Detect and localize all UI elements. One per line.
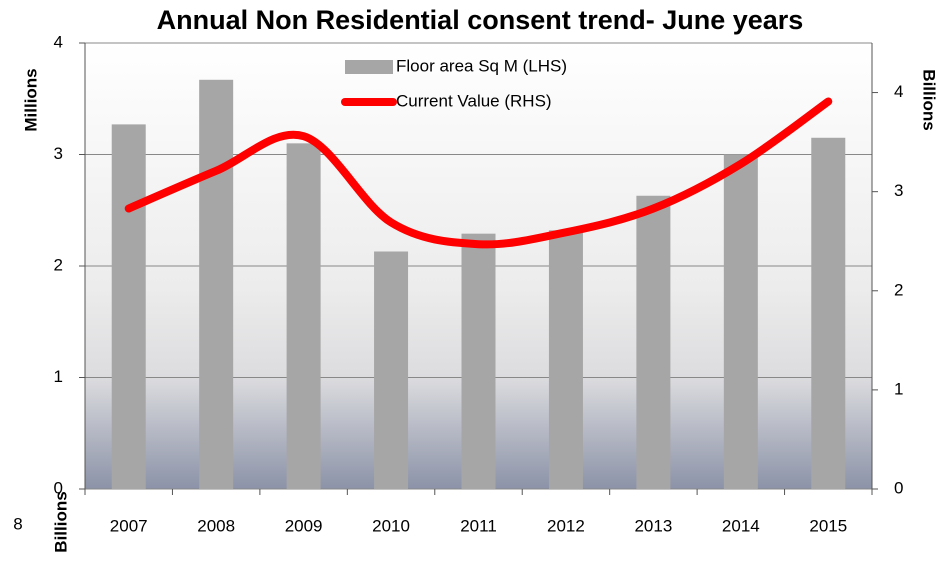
y-tick-label: 3 [54,144,63,163]
chart-title: Annual Non Residential consent trend- Ju… [157,5,804,35]
legend-label: Current Value (RHS) [396,91,552,110]
y-tick-label: 4 [54,32,63,51]
y2-tick-label: 3 [894,181,903,200]
y-tick-label: 0 [54,478,63,497]
y2-tick-label: 2 [894,280,903,299]
x-tick-label: 2014 [722,516,760,535]
x-tick-label: 2007 [110,516,148,535]
x-tick-label: 2010 [372,516,410,535]
bar [111,124,146,490]
x-tick-label: 2011 [460,516,497,535]
line [124,97,833,249]
bar [461,233,496,489]
bar [636,195,671,489]
legend-label: Floor area Sq M (LHS) [396,56,567,75]
bar [811,137,846,489]
bar [548,230,583,489]
bar [199,79,234,490]
x-tick-label: 2009 [285,516,323,535]
legend-swatch [345,60,393,74]
x-tick-label: 2008 [197,516,235,535]
x-tick-label: 2013 [634,516,672,535]
x-tick-label: 2012 [547,516,585,535]
y2-tick-label: 4 [894,82,903,101]
bar [286,143,321,489]
y-axis-label: Millions [21,68,40,131]
y2-tick-label: 0 [894,478,903,497]
y2-axis-label: Billions [920,69,937,130]
y-tick-label: 2 [54,255,63,274]
y-tick-label: 1 [54,367,63,386]
bar [723,154,758,489]
y2-tick-label: 1 [894,379,903,398]
x-tick-label: 2015 [809,516,847,535]
bar [374,251,409,489]
footer-text: Billions [51,491,70,552]
footer-text: 8 [13,514,22,533]
